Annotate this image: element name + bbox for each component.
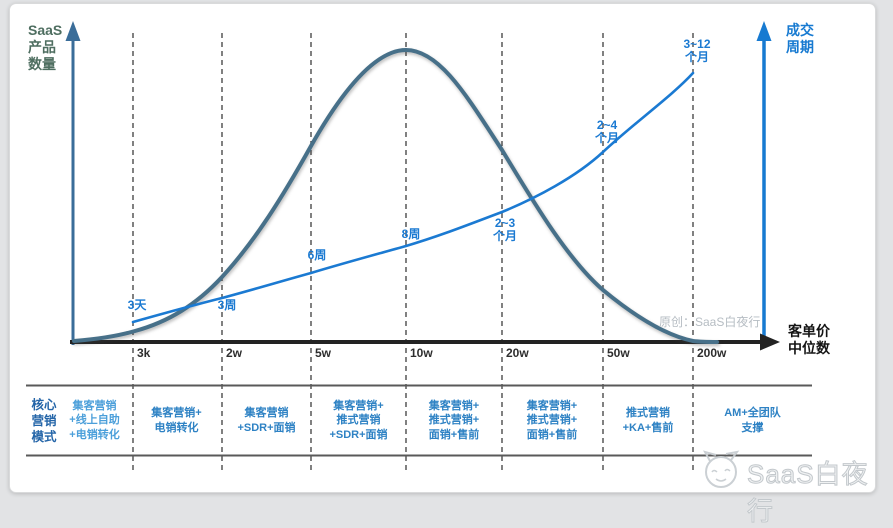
table-cell-3: 集客营销 +SDR+面销 xyxy=(237,407,296,434)
x-axis-arrow-icon xyxy=(760,333,780,351)
table-cell-1: 集客营销 +线上自助 +电销转化 xyxy=(69,399,120,441)
cat-logo-icon xyxy=(702,450,740,488)
left-axis-title: SaaS 产品 数量 xyxy=(28,22,63,72)
dashed-guide-lines xyxy=(132,33,694,471)
chart-canvas xyxy=(26,21,812,488)
x-axis xyxy=(70,333,780,351)
cycle-label-8weeks: 8周 xyxy=(401,227,421,241)
x-tick-10w: 10w xyxy=(410,346,433,360)
table-cell-6: 集客营销+ 推式营销+ 面销+售前 xyxy=(526,399,578,441)
left-y-axis xyxy=(65,21,81,345)
watermark-text: 原创：SaaS白夜行 xyxy=(659,315,761,329)
table-cell-8: AM+全团队 支撑 xyxy=(724,407,781,434)
x-tick-200w: 200w xyxy=(697,346,727,360)
page: { "axes": { "left_axis_title": "SaaS\n产品… xyxy=(9,3,876,527)
table-borders xyxy=(26,384,812,457)
cycle-label-3-12months: 3~12 个月 xyxy=(683,37,711,64)
x-tick-3k: 3k xyxy=(137,346,151,360)
table-cell-5: 集客营销+ 推式营销+ 面销+售前 xyxy=(428,399,480,441)
cycle-label-2-4months: 2~4 个月 xyxy=(594,118,620,145)
right-y-axis xyxy=(756,21,772,345)
x-tick-2w: 2w xyxy=(226,346,243,360)
right-axis-arrow-icon xyxy=(756,21,772,41)
table-row-header: 核心 营销 模式 xyxy=(31,397,57,444)
chart-card xyxy=(9,3,876,493)
x-tick-5w: 5w xyxy=(315,346,332,360)
x-tick-50w: 50w xyxy=(607,346,630,360)
x-tick-20w: 20w xyxy=(506,346,529,360)
x-axis-title: 客单价 中位数 xyxy=(788,323,830,356)
watermark-logo-text: SaaS白夜行 xyxy=(747,459,869,527)
left-axis-arrow-icon xyxy=(65,21,81,41)
deal-cycle-curve xyxy=(131,71,695,324)
saas-product-count-bell-curve xyxy=(72,47,719,344)
cycle-label-6weeks: 6周 xyxy=(307,248,327,262)
cycle-label-3days: 3天 xyxy=(127,298,147,312)
cycle-label-2-3months: 2~3 个月 xyxy=(492,216,518,243)
table-cell-4: 集客营销+ 推式营销 +SDR+面销 xyxy=(329,399,388,441)
cycle-label-3weeks: 3周 xyxy=(217,298,237,312)
table-cell-2: 集客营销+ 电销转化 xyxy=(151,407,202,434)
right-axis-title: 成交 周期 xyxy=(786,22,814,55)
table-cell-7: 推式营销 +KA+售前 xyxy=(622,407,674,434)
